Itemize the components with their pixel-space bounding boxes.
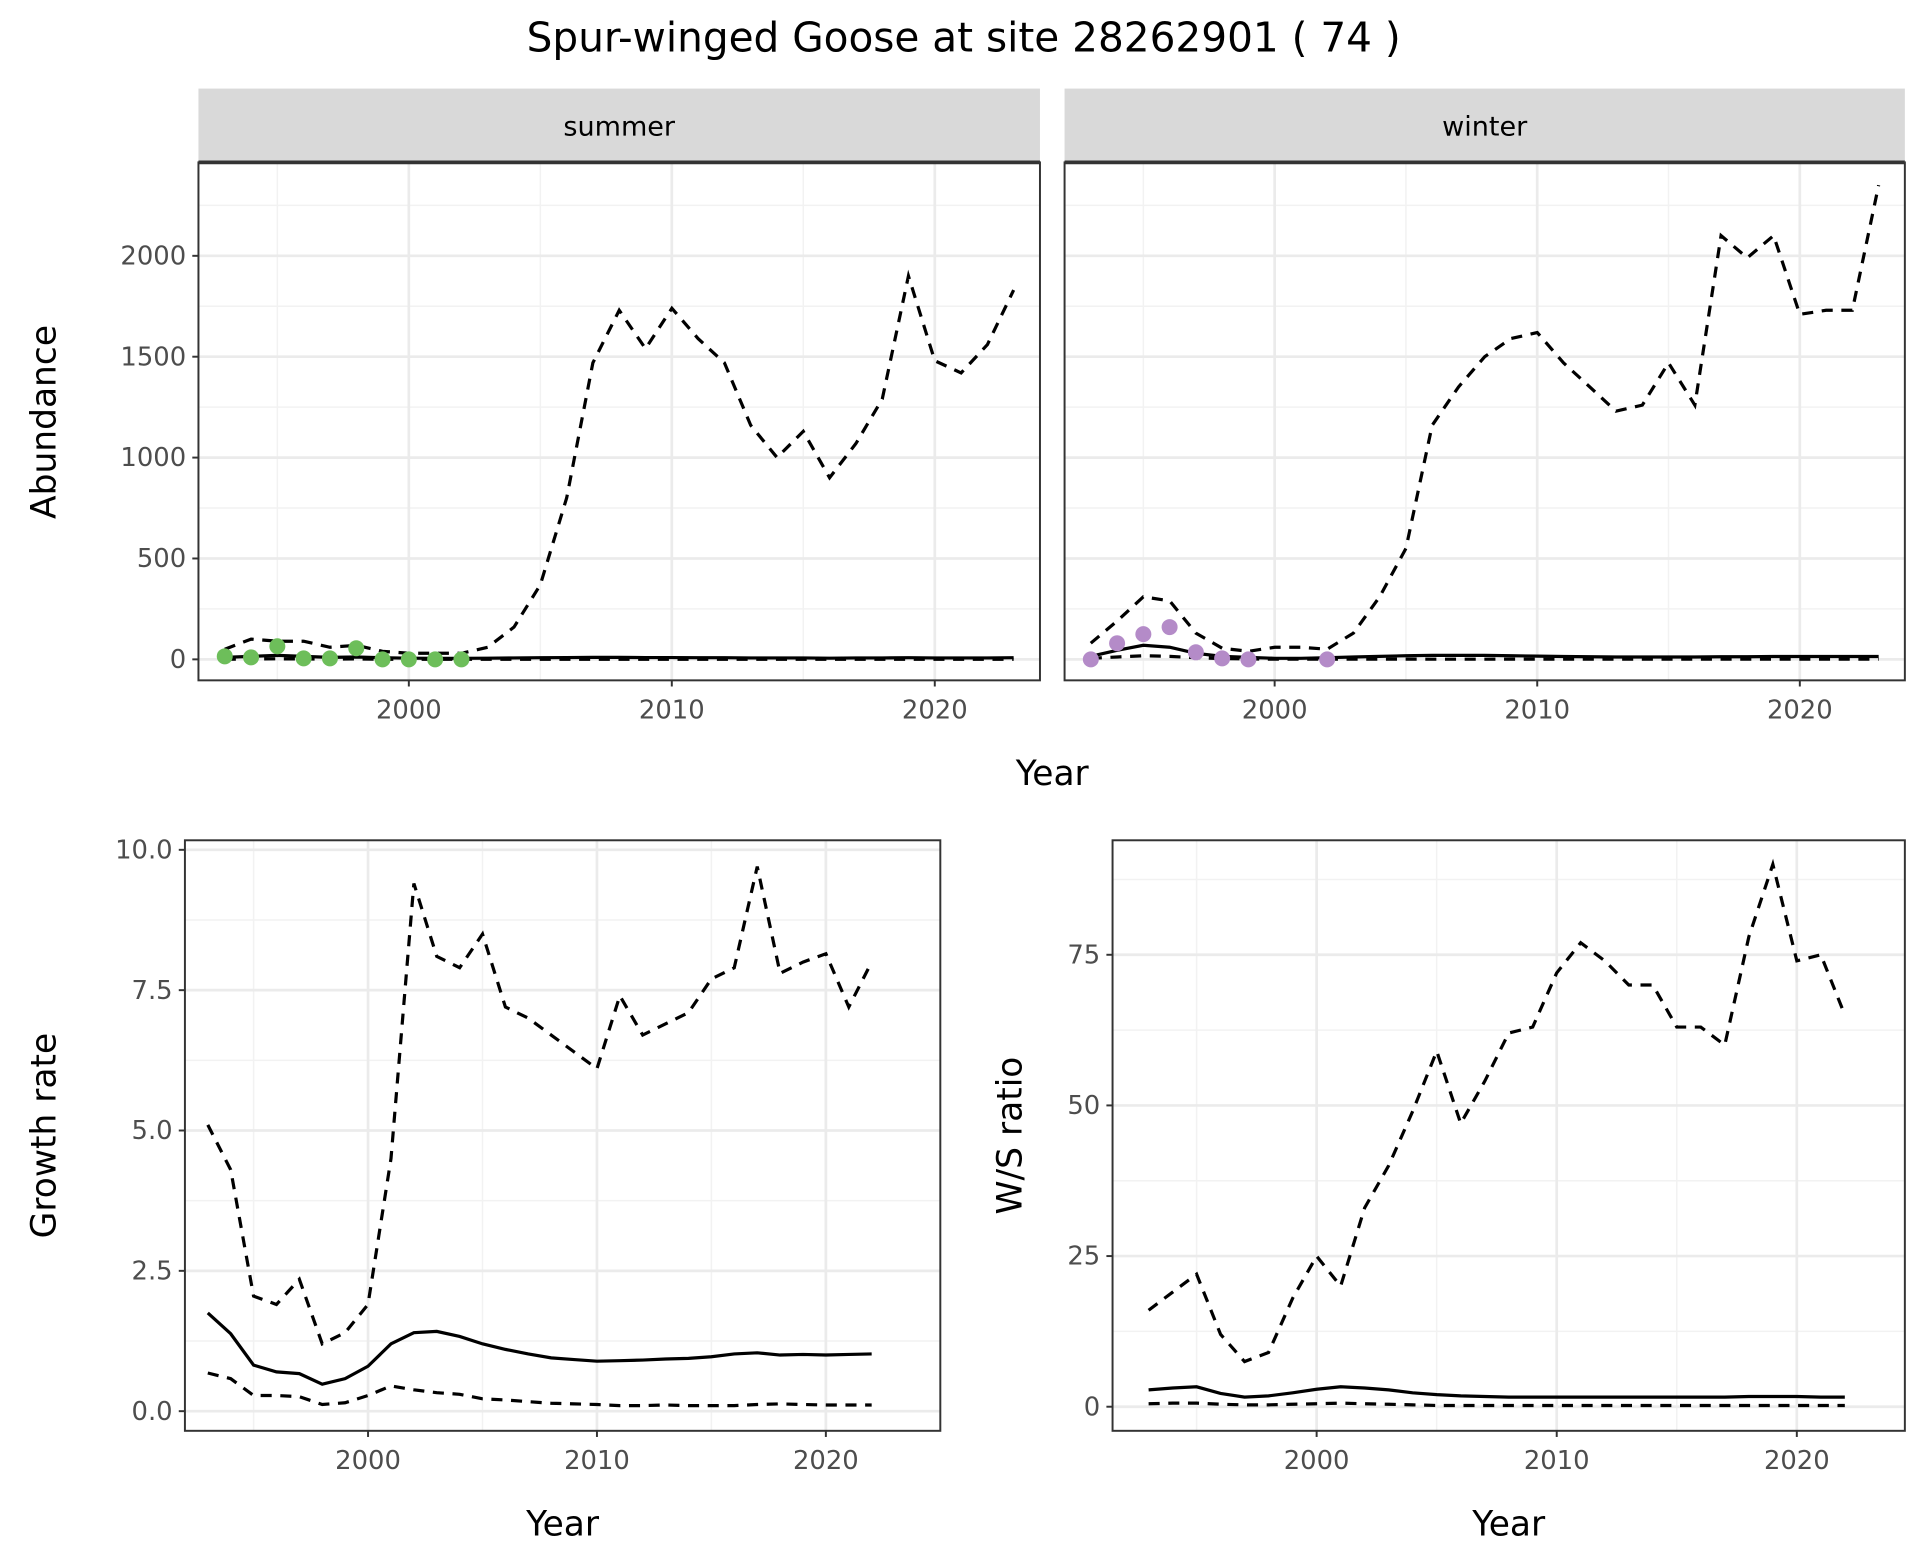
y-tick-label: 1500 <box>120 342 186 372</box>
y-tick-label: 25 <box>1067 1242 1100 1272</box>
data-point <box>1240 651 1257 668</box>
x-tick-label: 2010 <box>1504 695 1570 725</box>
y-tick-label: 0 <box>1084 1392 1100 1422</box>
lower-bound-line <box>1090 654 1879 661</box>
y-axis-title: W/S ratio <box>991 1057 1031 1215</box>
facet-strip <box>198 88 1040 163</box>
y-tick-label: 5.0 <box>132 1116 173 1146</box>
y-axis-title: Growth rate <box>25 1033 65 1239</box>
x-tick-label: 2010 <box>1524 1446 1590 1476</box>
data-point <box>1187 644 1204 661</box>
estimate-line <box>206 1311 872 1386</box>
y-tick-label: 1000 <box>120 443 186 473</box>
x-tick-label: 2020 <box>793 1446 859 1476</box>
upper-bound-line <box>1147 858 1847 1364</box>
x-tick-label: 2010 <box>639 695 705 725</box>
panel-winter: 2000 2010 2020 winter <box>1063 88 1906 725</box>
x-tick-label: 2000 <box>376 695 442 725</box>
y-tick-label: 7.5 <box>132 976 173 1006</box>
data-point <box>348 640 365 657</box>
y-tick-label: 75 <box>1067 940 1100 970</box>
x-tick-label: 2000 <box>1284 1446 1350 1476</box>
data-point <box>453 651 470 668</box>
data-point <box>1161 619 1178 636</box>
upper-bound-line <box>224 269 1016 655</box>
upper-bound-line <box>206 866 874 1347</box>
data-point <box>1109 635 1126 652</box>
y-tick-label: 0.0 <box>132 1397 173 1427</box>
lower-bound-line <box>207 1371 872 1408</box>
x-tick-label: 2020 <box>1764 1446 1830 1476</box>
panel-ws-ratio: 0 25 50 75 2000 2010 2020 <box>1067 839 1906 1476</box>
y-axis-title: Abundance <box>25 325 65 519</box>
x-tick-label: 2000 <box>1242 695 1308 725</box>
lower-bound-line <box>1148 1401 1845 1408</box>
estimate-line <box>1148 1385 1845 1399</box>
y-tick-label: 50 <box>1067 1091 1100 1121</box>
data-point <box>1135 626 1152 643</box>
data-point <box>427 651 444 668</box>
y-tick-label: 0 <box>170 645 186 675</box>
data-point <box>295 650 312 667</box>
estimate-line <box>1090 643 1879 660</box>
panel-border <box>197 161 1041 682</box>
panel-growth-rate: 0.0 2.5 5.0 7.5 10.0 2000 2010 2020 <box>115 835 942 1476</box>
panel-summer: 0 500 1000 1500 2000 2000 2010 2020 summer <box>120 88 1041 725</box>
x-tick-label: 2020 <box>1767 695 1833 725</box>
x-axis-title: Year <box>1015 754 1090 794</box>
upper-bound-line <box>1089 184 1881 653</box>
y-tick-label: 10.0 <box>115 835 173 865</box>
facet-strip <box>1064 88 1905 163</box>
y-tick-label: 500 <box>137 544 186 574</box>
data-point <box>216 648 233 665</box>
facet-label: winter <box>1442 111 1528 142</box>
x-tick-label: 2000 <box>335 1446 401 1476</box>
panel-border <box>1111 839 1906 1432</box>
x-axis-title: Year <box>525 1504 600 1544</box>
data-point <box>1214 650 1231 667</box>
estimate-line <box>224 653 1014 660</box>
facet-label: summer <box>563 111 676 142</box>
x-tick-label: 2020 <box>902 695 968 725</box>
y-tick-label: 2000 <box>120 241 186 271</box>
panel-border <box>1063 161 1906 682</box>
x-axis-title: Year <box>1471 1504 1546 1544</box>
data-point <box>1319 651 1336 668</box>
data-point <box>374 651 391 668</box>
panel-border <box>183 839 942 1432</box>
y-tick-label: 2.5 <box>132 1256 173 1286</box>
data-point <box>269 638 286 655</box>
data-point <box>400 651 417 668</box>
data-point <box>1082 651 1099 668</box>
x-tick-label: 2010 <box>564 1446 630 1476</box>
data-point <box>243 649 260 666</box>
data-point <box>321 650 338 667</box>
chart-title: Spur-winged Goose at site 28262901 ( 74 … <box>527 14 1401 62</box>
